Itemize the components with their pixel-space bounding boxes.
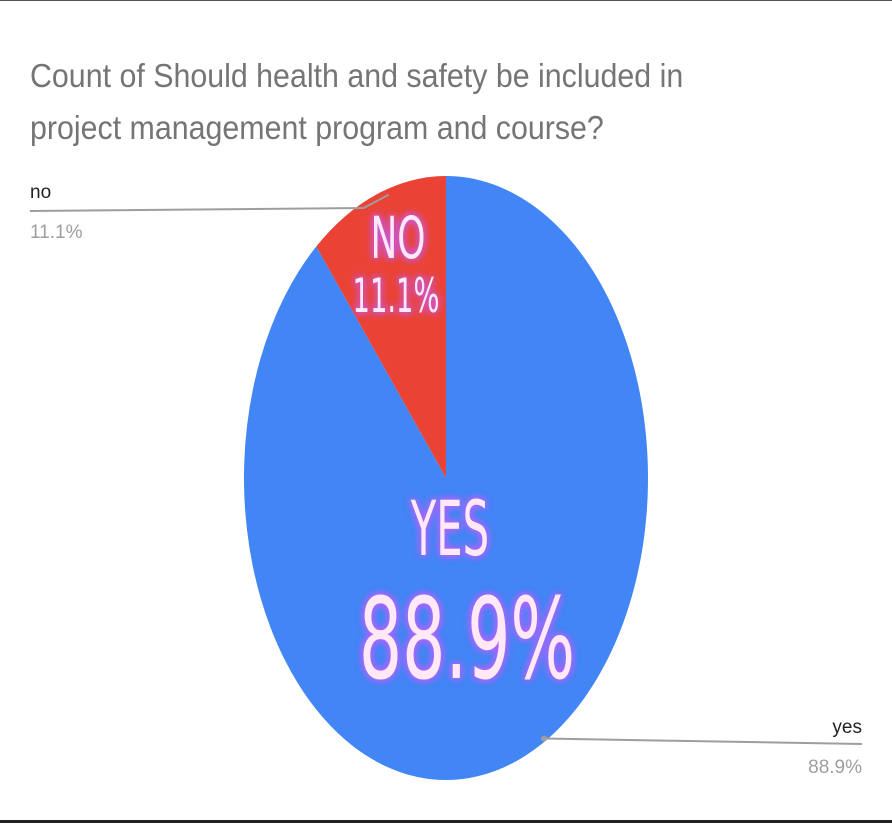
slice-percent-yes: 88.9% — [808, 757, 862, 778]
leader-line-yes — [543, 737, 863, 745]
slice-label-no: no — [30, 182, 51, 203]
leader-dot-yes — [541, 735, 547, 742]
outside-labels: no 11.1% yes 88.9% — [30, 182, 862, 778]
overlay-name-yes: YES — [410, 486, 489, 574]
overlay-name-no: NO — [370, 206, 425, 272]
overlay-percent-no: 11.1% — [353, 269, 440, 324]
chart-title: Count of Should health and safety be inc… — [30, 57, 684, 146]
slice-label-yes: yes — [832, 717, 862, 738]
leader-line-no — [29, 193, 390, 212]
pie-slice-yes — [243, 176, 648, 780]
overlay-labels: NO 11.1% YES 88.9% — [353, 206, 576, 704]
pie-slice-no — [316, 176, 446, 478]
overlay-percent-yes: 88.9% — [359, 574, 575, 705]
bottom-border — [0, 820, 892, 823]
leader-lines — [29, 193, 863, 745]
pie-slices — [243, 176, 648, 780]
slice-percent-no: 11.1% — [30, 222, 83, 243]
top-border — [0, 0, 892, 1]
